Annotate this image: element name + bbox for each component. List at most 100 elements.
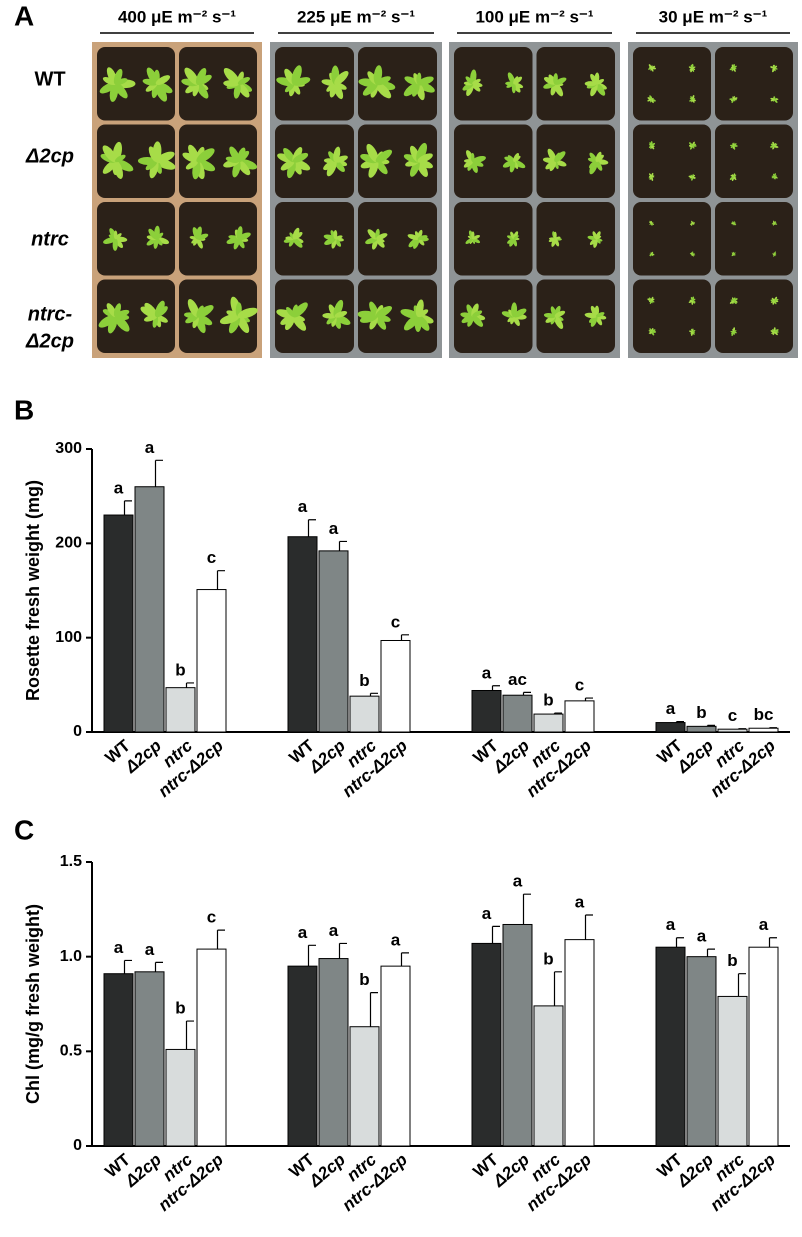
leaf: [772, 300, 775, 305]
bar: [349, 1026, 380, 1147]
significance-label: b: [543, 691, 553, 710]
leaf: [375, 82, 392, 99]
leaf: [375, 305, 393, 318]
leaf: [774, 298, 779, 302]
pot: [358, 47, 437, 121]
leaf: [187, 299, 200, 318]
bar: [134, 971, 165, 1147]
leaf: [596, 235, 602, 240]
leaf: [651, 298, 655, 302]
significance-label: a: [114, 938, 124, 957]
y-tick-label: 100: [55, 629, 82, 646]
leaf: [368, 160, 379, 178]
bar: [748, 727, 779, 733]
leaf: [155, 151, 175, 164]
leaf: [513, 235, 519, 240]
leaf: [648, 331, 652, 334]
column-header: 30 μE m⁻² s⁻¹: [659, 7, 768, 26]
leaf: [292, 302, 308, 318]
significance-label: a: [298, 923, 308, 942]
leaf: [155, 315, 168, 323]
pot: [715, 124, 793, 198]
leaf: [649, 223, 652, 225]
leaf: [408, 237, 419, 248]
significance-label: a: [482, 663, 492, 682]
leaf: [651, 65, 656, 69]
y-axis-label: Rosette fresh weight (mg): [23, 480, 43, 701]
pot: [715, 47, 793, 121]
pot: [633, 202, 711, 276]
leaf: [731, 254, 734, 257]
panel-label: C: [14, 814, 34, 845]
leaf: [651, 252, 654, 255]
significance-label: c: [391, 612, 400, 631]
leaf: [403, 82, 420, 97]
pot: [179, 202, 257, 276]
leaf: [692, 173, 694, 177]
leaf: [733, 252, 736, 255]
leaf: [692, 298, 696, 302]
leaf: [733, 143, 737, 147]
y-tick-label: 300: [55, 440, 82, 457]
leaf: [333, 299, 344, 318]
leaf: [292, 315, 307, 331]
leaf: [513, 308, 527, 318]
leaf: [651, 329, 656, 333]
leaf: [237, 71, 244, 85]
y-tick-label: 1.5: [60, 853, 82, 870]
significance-label: a: [697, 927, 707, 946]
leaf: [376, 233, 388, 240]
leaf: [471, 83, 481, 92]
y-tick-label: 1.0: [60, 948, 82, 965]
pot: [633, 47, 711, 121]
leaf: [733, 97, 738, 100]
error-bar: [491, 925, 500, 944]
leaf: [553, 315, 564, 329]
bar: [318, 958, 349, 1147]
leaf: [155, 232, 164, 240]
leaf: [228, 315, 241, 334]
leaf: [407, 234, 419, 241]
leaf: [774, 222, 778, 225]
bar: [655, 946, 686, 1147]
leaf: [692, 143, 697, 147]
leaf: [472, 310, 483, 318]
leaf: [692, 95, 695, 100]
y-tick-label: 0: [73, 723, 82, 740]
leaf: [506, 235, 515, 240]
leaf: [689, 98, 693, 102]
error-bar: [216, 570, 225, 590]
leaf: [114, 78, 128, 86]
error-bar: [675, 721, 684, 723]
leaf: [733, 65, 737, 69]
leaf: [733, 300, 737, 305]
leaf: [554, 151, 566, 163]
leaf: [688, 66, 693, 69]
leaf: [729, 300, 734, 304]
significance-label: a: [513, 872, 523, 891]
bar: [165, 1048, 196, 1147]
leaf: [733, 174, 737, 177]
bar: [165, 687, 196, 733]
leaf: [770, 66, 775, 69]
leaf: [648, 145, 652, 148]
pot: [454, 47, 533, 121]
leaf: [772, 141, 775, 146]
leaf: [233, 238, 240, 250]
bar: [471, 689, 502, 733]
leaf: [692, 223, 695, 225]
leaf: [733, 223, 736, 226]
leaf: [554, 236, 561, 240]
pot: [179, 47, 257, 121]
leaf: [196, 233, 209, 240]
column-header: 100 μE m⁻² s⁻¹: [475, 7, 593, 26]
leaf: [589, 152, 598, 162]
bar: [717, 728, 748, 733]
pot: [536, 279, 615, 353]
leaf: [196, 148, 215, 163]
leaf: [651, 223, 655, 225]
row-label: ntrc-: [28, 303, 73, 325]
significance-label: a: [145, 438, 155, 457]
significance-label: bc: [754, 705, 774, 724]
